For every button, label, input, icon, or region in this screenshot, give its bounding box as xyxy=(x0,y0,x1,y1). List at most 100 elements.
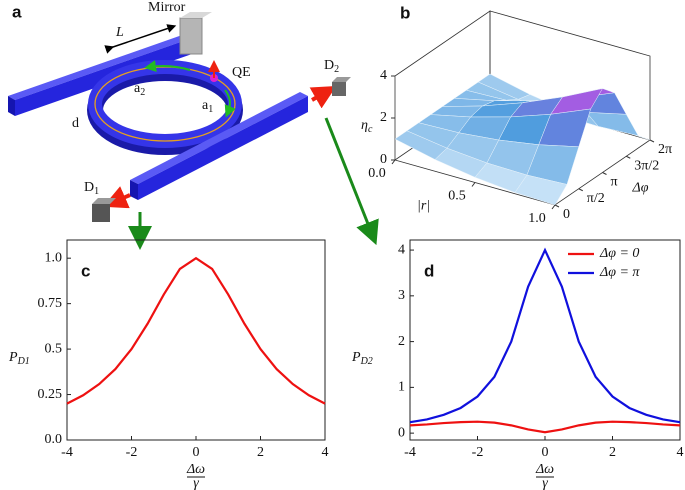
y-tick-label: π xyxy=(611,175,618,190)
label-main: P xyxy=(351,350,361,365)
x-tick-label: 0 xyxy=(193,445,200,460)
line-series xyxy=(66,256,326,405)
y-tick-label: 4 xyxy=(398,242,405,257)
panel-label: a xyxy=(12,2,22,21)
surface-patch xyxy=(514,174,568,206)
x-tick xyxy=(471,182,476,187)
x-tick-label: -2 xyxy=(126,445,138,460)
detector-label: D1 xyxy=(84,180,99,197)
emitter-label: QE xyxy=(232,65,251,80)
legend-label: Δφ = 0 xyxy=(599,246,639,261)
waveguide xyxy=(138,96,308,200)
detector-main: D xyxy=(84,180,94,195)
label-sub: D2 xyxy=(360,356,373,367)
y-tick xyxy=(554,204,560,208)
detector xyxy=(92,204,110,222)
label-main: η xyxy=(361,118,368,133)
panel-label: c xyxy=(81,261,90,280)
z-tick-label: 4 xyxy=(380,68,387,83)
detector-main: D xyxy=(324,58,334,73)
axis-label: PD1 xyxy=(8,350,30,367)
plot-frame xyxy=(409,239,681,441)
y-tick-label: 0.25 xyxy=(38,387,63,402)
output-arrow xyxy=(103,186,131,209)
y-tick-label: 3 xyxy=(398,288,405,303)
waveguide-end xyxy=(8,96,15,116)
waveguide-top xyxy=(130,92,308,184)
y-tick-label: 0.0 xyxy=(45,432,63,447)
axis-label: ηc xyxy=(361,118,373,135)
mirror-top xyxy=(180,12,212,18)
line-series xyxy=(409,420,681,434)
x-tick-label: -2 xyxy=(472,445,484,460)
label-main: P xyxy=(8,350,18,365)
x-tick xyxy=(391,159,396,165)
x-tick xyxy=(551,204,556,210)
x-axis-label: |r| xyxy=(417,199,430,214)
y-tick-label: 0 xyxy=(398,425,405,440)
x-label-num: Δω xyxy=(535,462,554,477)
x-tick-label: 1.0 xyxy=(528,211,546,226)
z-tick-label: 2 xyxy=(380,110,387,125)
mirror-label: Mirror xyxy=(148,0,186,15)
y-tick-label: 2π xyxy=(658,142,672,157)
y-tick-label: 2 xyxy=(398,334,405,349)
mode-label: a1 xyxy=(202,98,213,115)
legend-label: Δφ = π xyxy=(599,265,640,280)
mode-arrow xyxy=(144,60,191,73)
label-sub: c xyxy=(368,124,373,135)
x-label-num: Δω xyxy=(186,462,205,477)
mode-main: a xyxy=(134,81,141,96)
panel-label: b xyxy=(400,3,410,22)
x-tick-label: 2 xyxy=(257,445,264,460)
y-tick xyxy=(602,172,607,175)
y-tick xyxy=(626,155,631,159)
x-label-den: γ xyxy=(542,476,548,490)
x-label-den: γ xyxy=(193,476,199,490)
x-tick-label: 2 xyxy=(609,445,616,460)
y-tick xyxy=(649,139,655,143)
detector-sub: 2 xyxy=(334,64,339,75)
x-tick-label: 4 xyxy=(677,445,684,460)
line-series xyxy=(409,247,681,424)
detector-top xyxy=(332,77,351,82)
dissipation-label: d xyxy=(72,116,79,131)
detector-sub: 1 xyxy=(94,186,99,197)
detector-top xyxy=(92,198,116,204)
y-tick-label: 0.5 xyxy=(45,341,63,356)
length-arrow xyxy=(104,24,177,54)
x-tick-label: 0.0 xyxy=(368,166,386,181)
mode-arrow xyxy=(224,89,236,118)
waveguide-end xyxy=(130,180,138,200)
output-arrow xyxy=(309,86,337,109)
panel-label: d xyxy=(424,261,434,280)
setup-diagram: a Mirror L QE d a2 a1 D2 D1 xyxy=(8,0,379,250)
y-tick-label: 0.75 xyxy=(38,296,63,311)
length-label: L xyxy=(115,25,124,40)
y-axis-label: Δφ xyxy=(632,181,649,196)
y-tick-label: 3π/2 xyxy=(634,158,659,173)
mode-sub: 2 xyxy=(140,87,145,98)
axis-label: PD2 xyxy=(351,350,373,367)
x-tick-label: -4 xyxy=(61,445,73,460)
y-tick-label: π/2 xyxy=(587,191,605,206)
mirror xyxy=(179,17,203,55)
label-sub: D1 xyxy=(17,356,30,367)
waveguide xyxy=(15,38,192,116)
plot-frame xyxy=(66,239,326,441)
y-tick-label: 0 xyxy=(563,207,570,222)
mode-sub: 1 xyxy=(208,104,213,115)
y-tick xyxy=(578,188,583,192)
x-tick-label: -4 xyxy=(404,445,416,460)
x-tick-label: 0 xyxy=(542,445,549,460)
mode-label: a2 xyxy=(134,81,145,98)
y-tick-label: 1.0 xyxy=(45,250,63,265)
y-tick-label: 1 xyxy=(398,380,405,395)
x-tick-label: 4 xyxy=(322,445,329,460)
mode-main: a xyxy=(202,98,209,113)
z-tick-label: 0 xyxy=(380,152,387,167)
detector-label: D2 xyxy=(324,58,339,75)
detector xyxy=(332,82,346,96)
link-arrow xyxy=(324,117,379,246)
